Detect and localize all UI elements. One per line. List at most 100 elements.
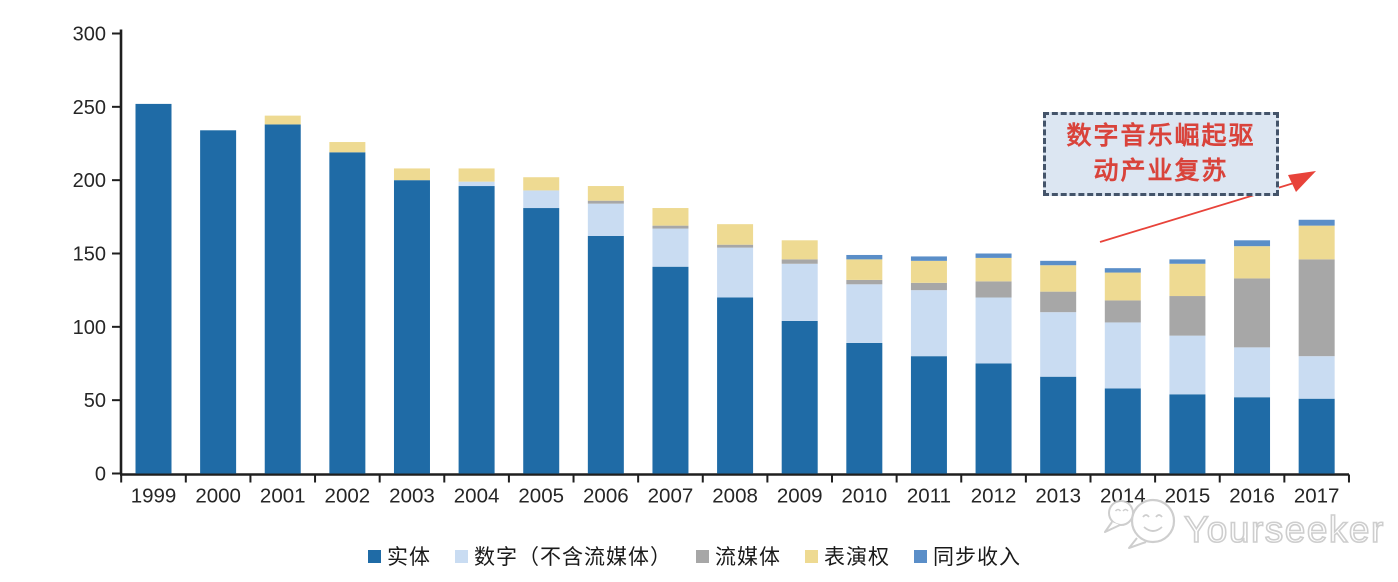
bar-segment-2017 — [1298, 398, 1335, 474]
bar-segment-2014 — [1104, 388, 1141, 474]
bar-segment-2012 — [975, 257, 1012, 282]
bar-segment-2014 — [1104, 300, 1141, 323]
x-axis-label: 2008 — [712, 485, 758, 508]
x-axis-label: 2007 — [648, 485, 694, 508]
bar-segment-2003 — [393, 168, 430, 181]
bar-segment-2010 — [846, 284, 883, 343]
y-axis-label: 150 — [73, 244, 106, 266]
bar-segment-2016 — [1234, 278, 1271, 348]
x-axis-label: 2006 — [583, 485, 629, 508]
bar-segment-2013 — [1040, 312, 1077, 377]
y-axis-label: 200 — [73, 170, 106, 192]
legend-label-performance: 表演权 — [824, 545, 890, 569]
bar-segment-2017 — [1298, 356, 1335, 399]
y-axis-label: 50 — [84, 390, 106, 412]
x-axis-label: 2000 — [195, 485, 241, 508]
annotation-text-line2: 动产业复苏 — [1093, 158, 1229, 185]
bar-segment-2006 — [587, 200, 624, 204]
bar-segment-2004 — [458, 181, 495, 187]
bar-segment-2007 — [652, 208, 689, 226]
legend-item-performance: 表演权 — [805, 541, 890, 571]
legend-swatch-digital — [455, 549, 468, 563]
legend-item-streaming: 流媒体 — [696, 541, 781, 571]
bar-segment-2006 — [587, 186, 624, 201]
bar-segment-2015 — [1169, 259, 1206, 264]
bar-segment-2014 — [1104, 272, 1141, 301]
y-axis-label: 300 — [73, 24, 106, 46]
y-axis-label: 250 — [73, 97, 106, 119]
bar-segment-2009 — [781, 320, 818, 474]
bar-segment-2007 — [652, 266, 689, 474]
bar-segment-2013 — [1040, 376, 1077, 474]
bar-segment-2010 — [846, 259, 883, 280]
x-axis-label: 2003 — [389, 485, 435, 508]
bar-segment-1999 — [135, 103, 172, 474]
bar-segment-2007 — [652, 228, 689, 267]
annotation-arrow-head — [1288, 171, 1316, 192]
legend-swatch-physical — [368, 549, 381, 563]
legend-swatch-streaming — [696, 549, 709, 563]
y-axis-label: 0 — [95, 464, 106, 486]
x-axis-label: 2014 — [1100, 485, 1146, 508]
bar-segment-2010 — [846, 254, 883, 260]
bar-segment-2005 — [523, 208, 560, 474]
bar-segment-2013 — [1040, 260, 1077, 266]
annotation-text-line1: 数字音乐崛起驱 — [1066, 122, 1256, 150]
bar-segment-2011 — [910, 290, 947, 357]
bar-segment-2011 — [910, 260, 947, 283]
bar-segment-2011 — [910, 356, 947, 474]
bar-segment-2008 — [717, 244, 754, 248]
bar-segment-2017 — [1298, 259, 1335, 357]
bar-segment-2015 — [1169, 263, 1206, 297]
bar-segment-2009 — [781, 259, 818, 264]
x-axis-label: 2017 — [1294, 485, 1340, 508]
watermark-logo-icon — [1104, 498, 1176, 549]
bar-segment-2012 — [975, 297, 1012, 364]
bar-segment-2006 — [587, 235, 624, 474]
bar-segment-2004 — [458, 186, 495, 474]
bar-segment-2002 — [329, 152, 366, 474]
bar-segment-2007 — [652, 225, 689, 229]
bar-segment-2016 — [1234, 397, 1271, 474]
bar-segment-2011 — [910, 282, 947, 291]
x-axis-label: 2011 — [907, 485, 951, 508]
bar-segment-2015 — [1169, 394, 1206, 474]
x-axis-label: 2004 — [454, 485, 500, 508]
x-axis-label: 2002 — [325, 485, 371, 508]
legend-label-physical: 实体 — [387, 545, 431, 569]
bar-segment-2011 — [910, 256, 947, 261]
watermark: Yourseeker — [1104, 498, 1384, 551]
legend: 实体 数字（不含流媒体） 流媒体 表演权 同步收入 — [368, 541, 1021, 571]
bar-segment-2014 — [1104, 322, 1141, 389]
bar-segment-2005 — [523, 190, 560, 209]
plot-area: 0 50 100 150 200 250 300 1999 2000 2001 2002 2003 20… — [73, 24, 1350, 508]
annotation-callout-box: 数字音乐崛起驱 动产业复苏 — [1043, 112, 1279, 196]
legend-swatch-performance — [805, 549, 818, 563]
bar-segment-2001 — [264, 115, 301, 125]
bar-segment-2012 — [975, 253, 1012, 258]
bar-segment-2016 — [1234, 347, 1271, 398]
bar-segment-2017 — [1298, 225, 1335, 260]
bar-segment-2009 — [781, 240, 818, 260]
bar-segment-2006 — [587, 203, 624, 236]
bar-segment-2016 — [1234, 240, 1271, 247]
bar-segment-2008 — [717, 224, 754, 245]
legend-item-physical: 实体 — [368, 541, 431, 571]
x-axis-label: 2001 — [260, 485, 306, 508]
legend-swatch-sync — [914, 549, 927, 563]
bar-segment-2013 — [1040, 265, 1077, 292]
legend-item-digital: 数字（不含流媒体） — [455, 541, 672, 571]
bar-segment-2012 — [975, 363, 1012, 474]
x-axis-label: 2012 — [971, 485, 1017, 508]
legend-label-sync: 同步收入 — [933, 545, 1021, 569]
bar-segment-2009 — [781, 263, 818, 321]
legend-label-digital: 数字（不含流媒体） — [474, 545, 672, 569]
legend-label-streaming: 流媒体 — [715, 545, 781, 569]
legend-item-sync: 同步收入 — [914, 541, 1021, 571]
x-axis-label: 2009 — [777, 485, 823, 508]
bar-segment-2017 — [1298, 219, 1335, 226]
x-axis-label: 2005 — [518, 485, 564, 508]
bar-segment-2015 — [1169, 296, 1206, 336]
